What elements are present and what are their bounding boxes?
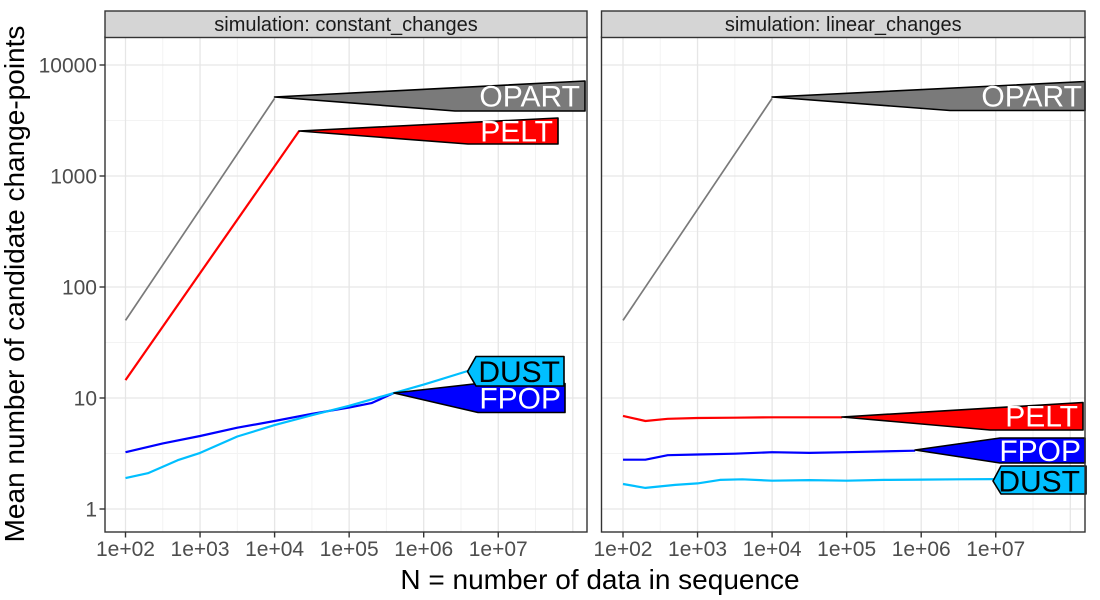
y-axis-title: Mean number of candidate change-points: [0, 26, 30, 543]
direct-label-box-pelt: [841, 401, 1084, 431]
x-axis-title: N = number of data in sequence: [400, 564, 799, 595]
facet-strip-label: simulation: constant_changes: [214, 14, 478, 36]
direct-label-text-dust: DUST: [478, 356, 560, 389]
series-line-opart: [124, 97, 276, 321]
x-tick-label: 1e+05: [320, 538, 379, 561]
y-tick-label: 10000: [39, 55, 97, 78]
x-tick-label: 1e+02: [594, 538, 653, 561]
direct-label-box-opart: [273, 80, 586, 112]
direct-label-text-fpop: FPOP: [479, 383, 561, 416]
series-line-opart: [622, 97, 773, 321]
direct-label-box-dust: [466, 355, 565, 387]
y-tick-label: 10: [74, 388, 97, 411]
direct-label-box-dust: [992, 465, 1087, 495]
x-tick-label: 1e+04: [245, 538, 304, 561]
panel-background: [105, 37, 587, 532]
series-line-pelt: [124, 130, 301, 381]
x-tick-label: 1e+07: [469, 538, 528, 561]
x-tick-label: 1e+03: [171, 538, 230, 561]
direct-label-box-pelt: [298, 117, 559, 145]
x-tick-label: 1e+07: [966, 538, 1025, 561]
direct-label-text-opart: OPART: [981, 81, 1082, 114]
direct-label-text-pelt: PELT: [480, 116, 553, 149]
x-tick-label: 1e+04: [743, 538, 802, 561]
x-tick-label: 1e+06: [892, 538, 951, 561]
series-line-dust: [622, 478, 994, 489]
direct-label-text-opart: OPART: [479, 81, 580, 114]
direct-label-text-fpop: FPOP: [999, 435, 1081, 468]
facet-strip: [600, 10, 1086, 39]
facet-strip: [104, 10, 588, 39]
x-tick-label: 1e+02: [96, 538, 155, 561]
direct-label-text-pelt: PELT: [1005, 401, 1078, 434]
y-tick-label: 1: [85, 499, 97, 522]
direct-label-text-dust: DUST: [998, 466, 1080, 499]
y-tick-label: 100: [62, 277, 97, 300]
x-tick-label: 1e+03: [668, 538, 727, 561]
facet-strip-label: simulation: linear_changes: [725, 14, 962, 36]
direct-label-box-fpop: [393, 382, 566, 414]
series-line-fpop: [125, 391, 395, 454]
series-line-fpop: [623, 449, 916, 461]
x-tick-label: 1e+05: [817, 538, 876, 561]
x-tick-label: 1e+06: [394, 538, 453, 561]
series-line-pelt: [622, 414, 843, 423]
y-tick-label: 1000: [50, 166, 97, 189]
